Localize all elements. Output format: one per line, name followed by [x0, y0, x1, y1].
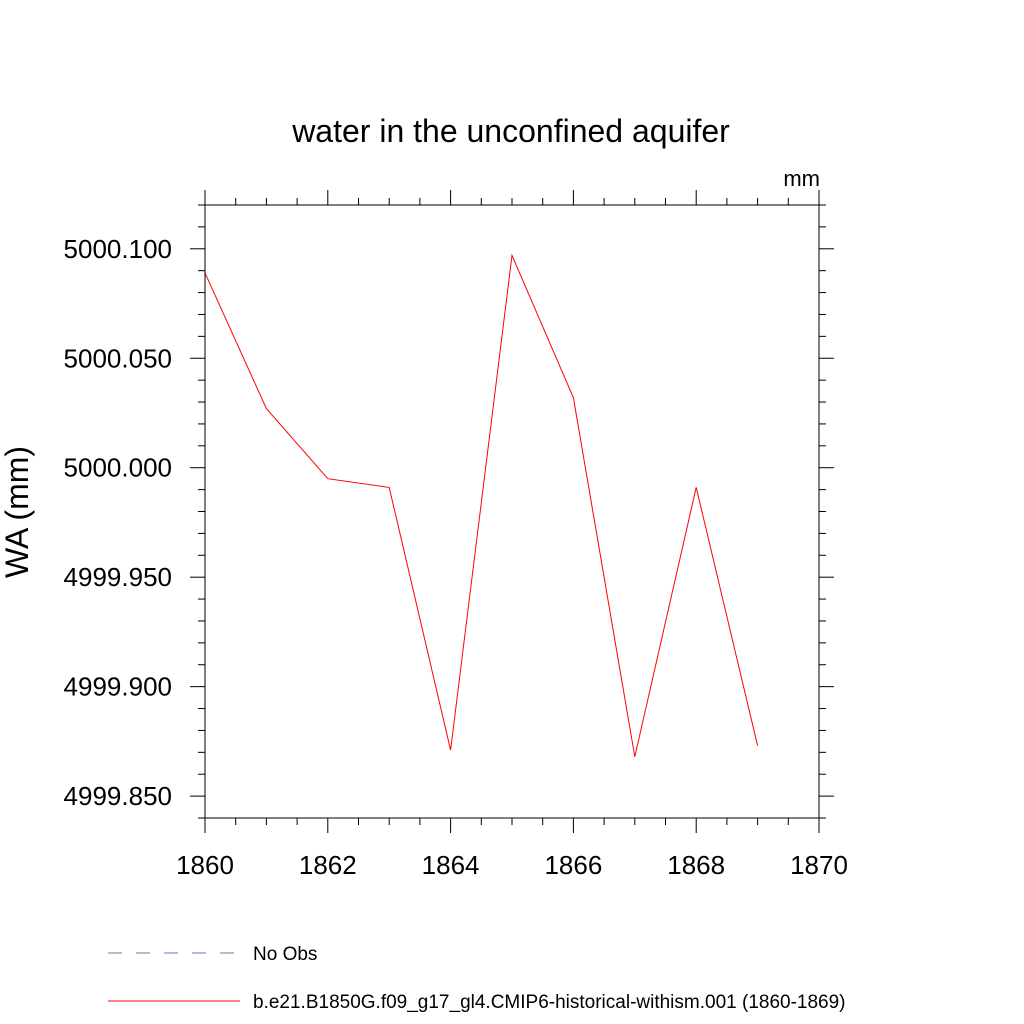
- y-tick-label: 5000.000: [64, 453, 172, 483]
- x-tick-label: 1862: [299, 850, 357, 880]
- x-tick-label: 1864: [422, 850, 480, 880]
- y-tick-label: 5000.100: [64, 234, 172, 264]
- x-tick-label: 1866: [544, 850, 602, 880]
- y-tick-labels: 4999.850 4999.900 4999.950 5000.000 5000.050…: [64, 234, 172, 811]
- x-tick-label: 1870: [790, 850, 848, 880]
- series-line-0: [204, 253, 759, 757]
- legend-label-no-obs: No Obs: [253, 944, 317, 965]
- plot-frame: [204, 204, 820, 819]
- series-layer: [204, 253, 759, 757]
- x-tick-label: 1860: [176, 850, 234, 880]
- legend-label-model-run: b.e21.B1850G.f09_g17_gl4.CMIP6-historica…: [253, 992, 846, 1013]
- axis-ticks: [190, 190, 834, 833]
- y-tick-label: 4999.850: [64, 781, 172, 811]
- y-axis-label: WA (mm): [0, 446, 35, 578]
- chart-title: water in the unconfined aquifer: [291, 113, 730, 149]
- y-tick-label: 4999.950: [64, 562, 172, 592]
- y-tick-label: 5000.050: [64, 343, 172, 373]
- x-tick-labels: 1860 1862 1864 1866 1868 1870: [176, 850, 848, 880]
- legend: No Obs b.e21.B1850G.f09_g17_gl4.CMIP6-hi…: [108, 944, 846, 1013]
- units-label: mm: [783, 166, 820, 191]
- y-tick-label: 4999.900: [64, 672, 172, 702]
- x-tick-label: 1868: [667, 850, 725, 880]
